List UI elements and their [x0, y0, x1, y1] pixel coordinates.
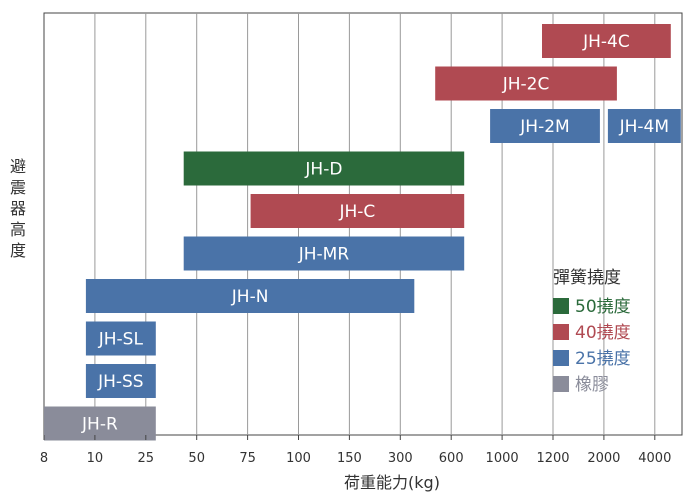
x-tick-label: 25	[138, 451, 155, 466]
bar-jh-4c	[542, 24, 671, 58]
y-axis-title: 避震器高度	[10, 157, 26, 260]
bar-jh-ss	[85, 364, 156, 398]
bar-label: JH-4M	[619, 117, 669, 137]
bar-jh-r	[44, 406, 156, 441]
bar-label: JH-SS	[97, 372, 144, 392]
bar-label: JH-MR	[298, 245, 350, 265]
x-tick-label: 50	[188, 451, 205, 466]
bar-labels: JH-4C JH-2C JH-2M JH-4M JH-D JH-C JH-MR JH-N JH-…	[81, 32, 669, 435]
bar-jh-n	[85, 279, 415, 313]
legend-title: 彈簧撓度	[553, 268, 621, 288]
bar-jh-sl	[85, 321, 156, 356]
legend-swatch	[553, 324, 569, 340]
bar-label: JH-4C	[582, 32, 630, 52]
legend-label: 25撓度	[575, 349, 631, 369]
bar-jh-mr	[183, 236, 465, 271]
bar-label: JH-N	[231, 287, 269, 307]
legend-label: 40撓度	[575, 323, 631, 343]
legend-label: 橡膠	[575, 375, 609, 395]
bar-label: JH-D	[304, 160, 342, 180]
legend-swatch	[553, 298, 569, 314]
bar-label: JH-C	[338, 202, 375, 222]
x-tick-label: 2000	[587, 451, 620, 466]
bar-jh-d	[183, 151, 465, 186]
legend-label: 50撓度	[575, 297, 631, 317]
bar-label: JH-SL	[98, 330, 144, 350]
x-tick-label: 4000	[638, 451, 671, 466]
x-tick-label: 100	[286, 451, 311, 466]
x-axis-title: 荷重能力(kg)	[344, 473, 440, 492]
x-tick-label: 150	[337, 451, 362, 466]
bars	[44, 24, 681, 441]
legend-swatch	[553, 350, 569, 366]
x-tick-label: 1200	[536, 451, 569, 466]
legend-swatch	[553, 376, 569, 392]
x-axis-ticks: 8 10 25 50 75 100 150 300 600 1000 1200 2000 4000	[40, 435, 671, 466]
bar-label: JH-R	[81, 415, 118, 435]
x-tick-label: 300	[388, 451, 413, 466]
bar-label: JH-2M	[519, 117, 569, 137]
x-tick-label: 600	[439, 451, 464, 466]
bar-jh-4m	[607, 109, 681, 143]
bar-label: JH-2C	[502, 75, 550, 95]
x-tick-label: 8	[40, 451, 48, 466]
bar-jh-c	[250, 194, 465, 228]
x-tick-label: 10	[87, 451, 104, 466]
x-tick-label: 1000	[486, 451, 519, 466]
x-tick-label: 75	[239, 451, 256, 466]
bar-jh-2c	[435, 66, 617, 101]
bar-jh-2m	[490, 109, 600, 143]
